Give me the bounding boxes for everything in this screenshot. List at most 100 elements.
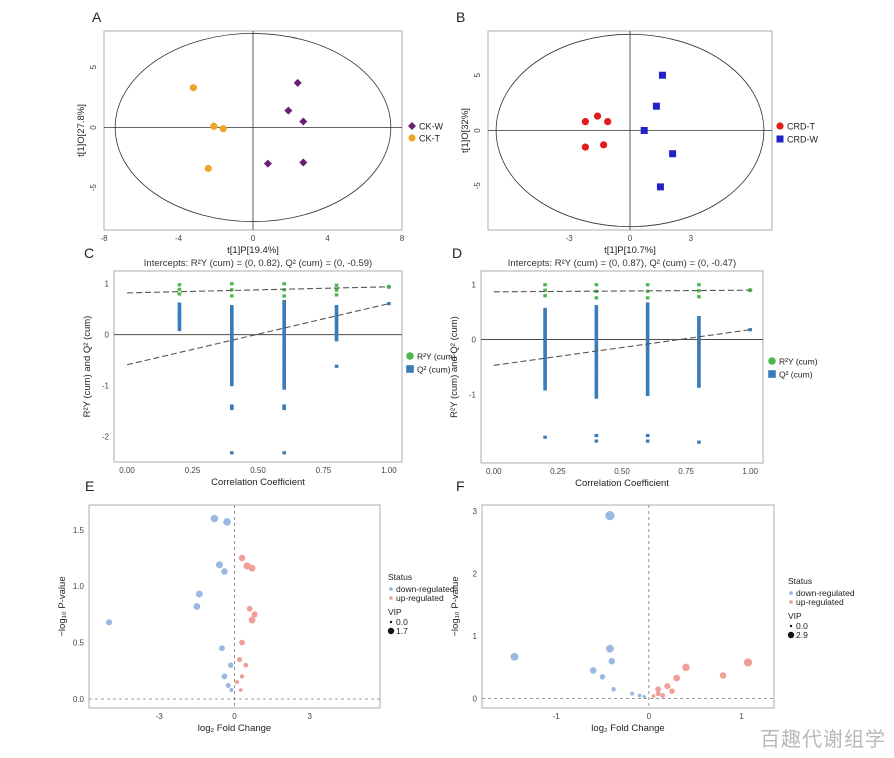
data-point [234, 680, 240, 685]
permutation-point [697, 374, 701, 379]
r2-regression-line [493, 289, 751, 293]
permutation-point [594, 352, 599, 357]
permutation-point [282, 321, 286, 325]
permutation-point [594, 350, 599, 354]
permutation-point [594, 355, 599, 359]
permutation-point [697, 295, 701, 299]
permutation-point [230, 346, 234, 350]
x-axis-label: log₂ Fold Change [591, 723, 664, 734]
data-point [251, 611, 258, 618]
permutation-point [697, 325, 701, 330]
data-point [655, 691, 661, 697]
legend-vip-title: VIP [788, 611, 802, 621]
permutation-point [282, 370, 286, 374]
y-tick-label: 0.5 [73, 639, 85, 648]
permutation-point [697, 289, 701, 293]
permutation-point [697, 338, 701, 342]
x-axis-label: t[1]P[10.7%] [604, 245, 656, 256]
permutation-point [282, 328, 286, 332]
permutation-point [594, 362, 599, 367]
permutation-point [282, 299, 286, 304]
data-point [605, 511, 615, 521]
data-point [189, 84, 197, 92]
data-point [284, 106, 293, 115]
permutation-point [645, 367, 650, 371]
permutation-point [697, 367, 701, 371]
permutation-point [282, 325, 286, 329]
data-point [215, 561, 224, 569]
x-axis-label: Correlation Coefficient [575, 478, 669, 489]
permutation-point [282, 367, 286, 372]
panel-b: B -3 0 3 5 0 -5 t[1]P[10.7%] t[1]O[32%] CRD-T CRD-… [456, 9, 818, 256]
permutation-point [645, 309, 650, 314]
data-point [645, 439, 650, 443]
permutation-point [645, 324, 650, 329]
permutation-point [177, 302, 182, 306]
data-point [697, 440, 701, 444]
permutation-point [543, 360, 547, 364]
permutation-point [177, 314, 182, 318]
data-point [743, 658, 753, 667]
permutation-point [543, 340, 547, 344]
permutation-point [334, 314, 339, 318]
y-axis-label: −log₁₀ P-value [450, 576, 461, 636]
permutation-point [543, 352, 547, 356]
legend-marker [408, 122, 416, 130]
legend-size-marker [787, 631, 795, 639]
data-point [645, 433, 650, 438]
permutation-point [282, 318, 286, 322]
permutation-point [645, 372, 650, 376]
permutation-point [334, 283, 339, 287]
permutation-point [645, 382, 650, 386]
legend-label: R²Y (cum) [779, 357, 818, 367]
permutation-point [334, 288, 339, 292]
data-point [238, 688, 243, 692]
y-tick-label: 0 [473, 695, 478, 704]
data-point [543, 435, 547, 439]
permutation-point [645, 375, 650, 379]
data-point [682, 663, 690, 672]
data-point [221, 673, 228, 680]
permutation-point [282, 339, 286, 343]
permutation-point [697, 320, 701, 325]
panel-letter: E [85, 478, 94, 494]
permutation-point [282, 311, 286, 315]
permutation-point [645, 392, 650, 397]
permutation-point [645, 355, 650, 359]
permutation-point [177, 316, 182, 320]
data-point [195, 590, 203, 598]
permutation-point [543, 325, 547, 329]
permutation-point [334, 335, 339, 339]
permutation-point [282, 344, 286, 348]
y-tick-label: -5 [473, 182, 482, 190]
permutation-point [594, 393, 599, 397]
data-point [243, 662, 249, 668]
x-tick-label: 0.25 [185, 466, 201, 475]
permutation-point [543, 322, 547, 326]
permutation-point [282, 381, 286, 386]
permutation-point [645, 337, 650, 341]
permutation-point [282, 337, 286, 341]
plot-area [488, 31, 772, 230]
permutation-point [594, 296, 599, 300]
panel-a: A -8 -4 0 4 8 5 0 -5 t[1]P[19.4%] t[1]O[27.8%] CK-W… [76, 9, 443, 256]
permutation-point [282, 349, 286, 353]
data-point [230, 451, 234, 455]
y-tick-label: -2 [102, 433, 110, 442]
permutation-point [543, 379, 547, 384]
permutation-point [594, 315, 599, 319]
permutation-point [334, 323, 339, 328]
panel-d: D Intercepts: R²Y (cum) = (0, 0.87), Q² (… [449, 245, 818, 489]
permutation-point [594, 283, 599, 287]
legend-size-marker [789, 624, 793, 628]
permutation-point [543, 320, 547, 324]
permutation-point [697, 347, 701, 352]
data-point [658, 71, 666, 79]
permutation-point [230, 378, 234, 382]
permutation-point [543, 330, 547, 334]
permutation-point [543, 357, 547, 361]
y-tick-label: 0 [105, 331, 110, 340]
permutation-point [334, 328, 339, 332]
data-point [611, 687, 616, 692]
